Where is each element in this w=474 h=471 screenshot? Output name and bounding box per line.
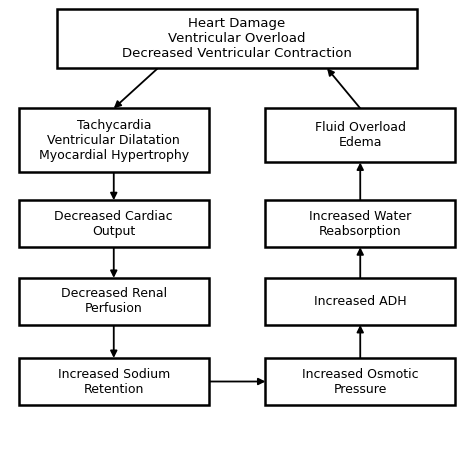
Text: Tachycardia
Ventricular Dilatation
Myocardial Hypertrophy: Tachycardia Ventricular Dilatation Myoca… [39, 119, 189, 162]
FancyBboxPatch shape [265, 108, 455, 162]
FancyBboxPatch shape [265, 358, 455, 405]
Text: Decreased Cardiac
Output: Decreased Cardiac Output [55, 210, 173, 238]
FancyBboxPatch shape [19, 358, 209, 405]
FancyBboxPatch shape [265, 200, 455, 247]
FancyBboxPatch shape [19, 200, 209, 247]
FancyBboxPatch shape [265, 278, 455, 325]
Text: Increased ADH: Increased ADH [314, 295, 407, 308]
FancyBboxPatch shape [19, 108, 209, 172]
Text: Increased Sodium
Retention: Increased Sodium Retention [58, 367, 170, 396]
Text: Increased Water
Reabsorption: Increased Water Reabsorption [309, 210, 411, 238]
Text: Decreased Renal
Perfusion: Decreased Renal Perfusion [61, 287, 167, 316]
Text: Fluid Overload
Edema: Fluid Overload Edema [315, 122, 406, 149]
Text: Increased Osmotic
Pressure: Increased Osmotic Pressure [302, 367, 419, 396]
Text: Heart Damage
Ventricular Overload
Decreased Ventricular Contraction: Heart Damage Ventricular Overload Decrea… [122, 17, 352, 60]
FancyBboxPatch shape [19, 278, 209, 325]
FancyBboxPatch shape [57, 9, 417, 68]
